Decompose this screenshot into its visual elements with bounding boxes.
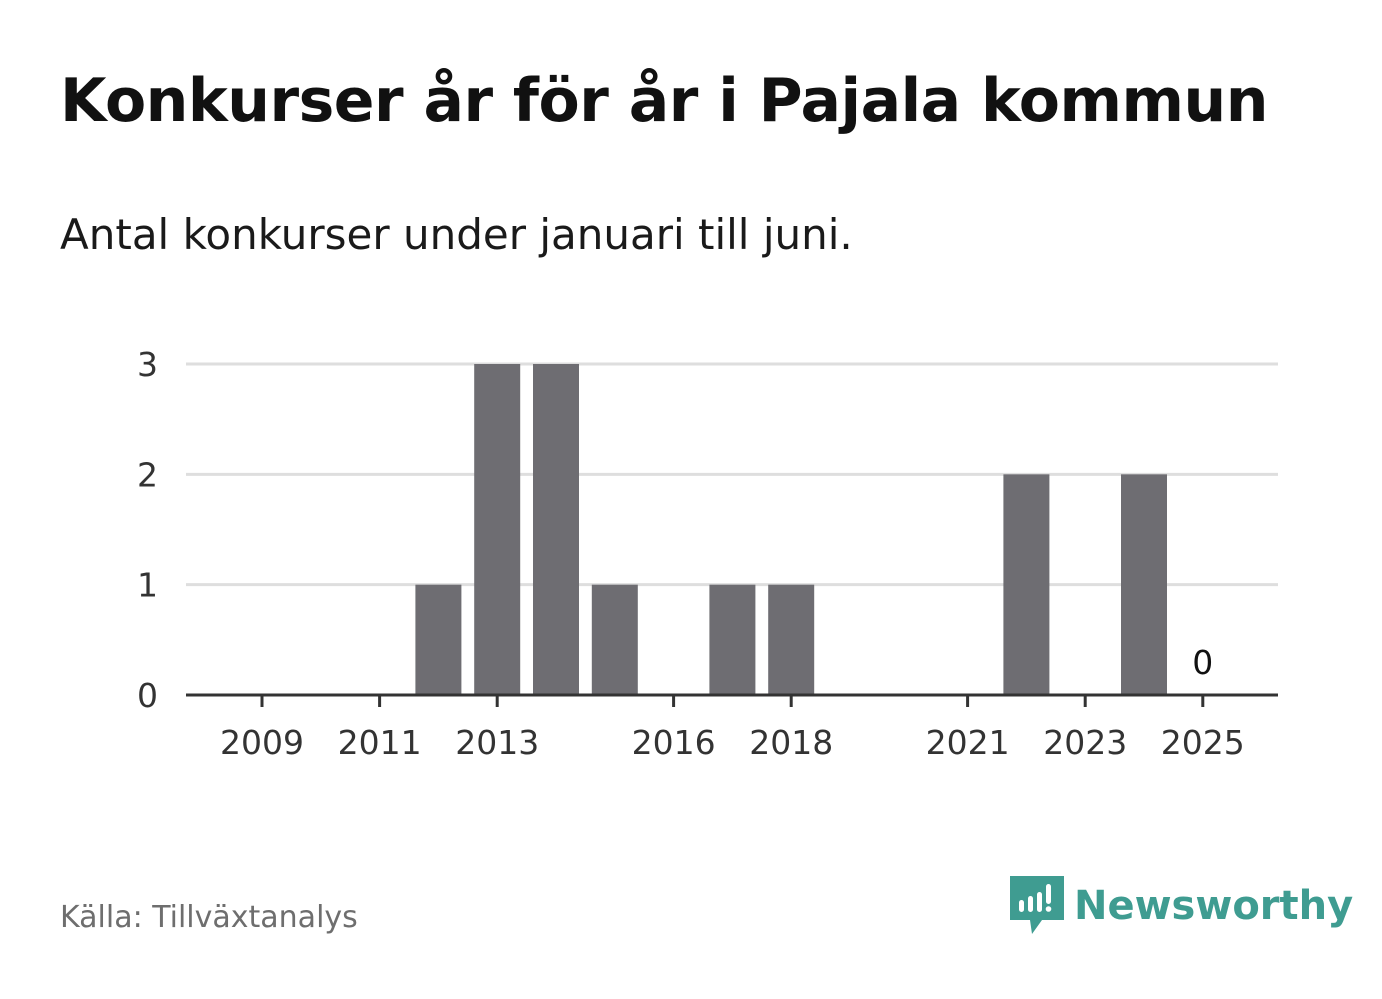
x-tick-label-2013: 2013 — [455, 723, 539, 762]
bar-2014 — [533, 364, 579, 695]
x-tick-label-2016: 2016 — [632, 723, 716, 762]
y-tick-label-1: 1 — [137, 566, 158, 605]
chart-title: Konkurser år för år i Pajala kommun — [60, 66, 1269, 136]
bar-2013 — [474, 364, 521, 695]
x-tick-label-2009: 2009 — [220, 723, 304, 762]
brand-name: Newsworthy — [1074, 883, 1354, 929]
x-tick-label-2011: 2011 — [338, 723, 422, 762]
brand-logo: Newsworthy — [1010, 876, 1353, 936]
bar-2012 — [415, 584, 462, 695]
source-note: Källa: Tillväxtanalys — [60, 900, 358, 935]
x-tick-label-2021: 2021 — [926, 723, 1010, 762]
x-tick-label-2025: 2025 — [1161, 723, 1245, 762]
x-tick-label-2018: 2018 — [749, 723, 833, 762]
x-tick-label-2023: 2023 — [1043, 723, 1127, 762]
data-label-2025: 0 — [1192, 643, 1213, 682]
y-tick-label-3: 3 — [137, 345, 158, 384]
newsworthy-logo-icon — [1010, 876, 1064, 934]
bar-2015 — [591, 584, 638, 695]
bar-2018 — [768, 584, 815, 695]
y-tick-label-0: 0 — [137, 676, 158, 715]
y-tick-label-2: 2 — [137, 455, 158, 494]
chart-subtitle: Antal konkurser under januari till juni. — [60, 210, 853, 259]
bar-2022 — [1003, 474, 1050, 695]
bar-2017 — [709, 584, 756, 695]
bar-2024 — [1121, 474, 1167, 695]
